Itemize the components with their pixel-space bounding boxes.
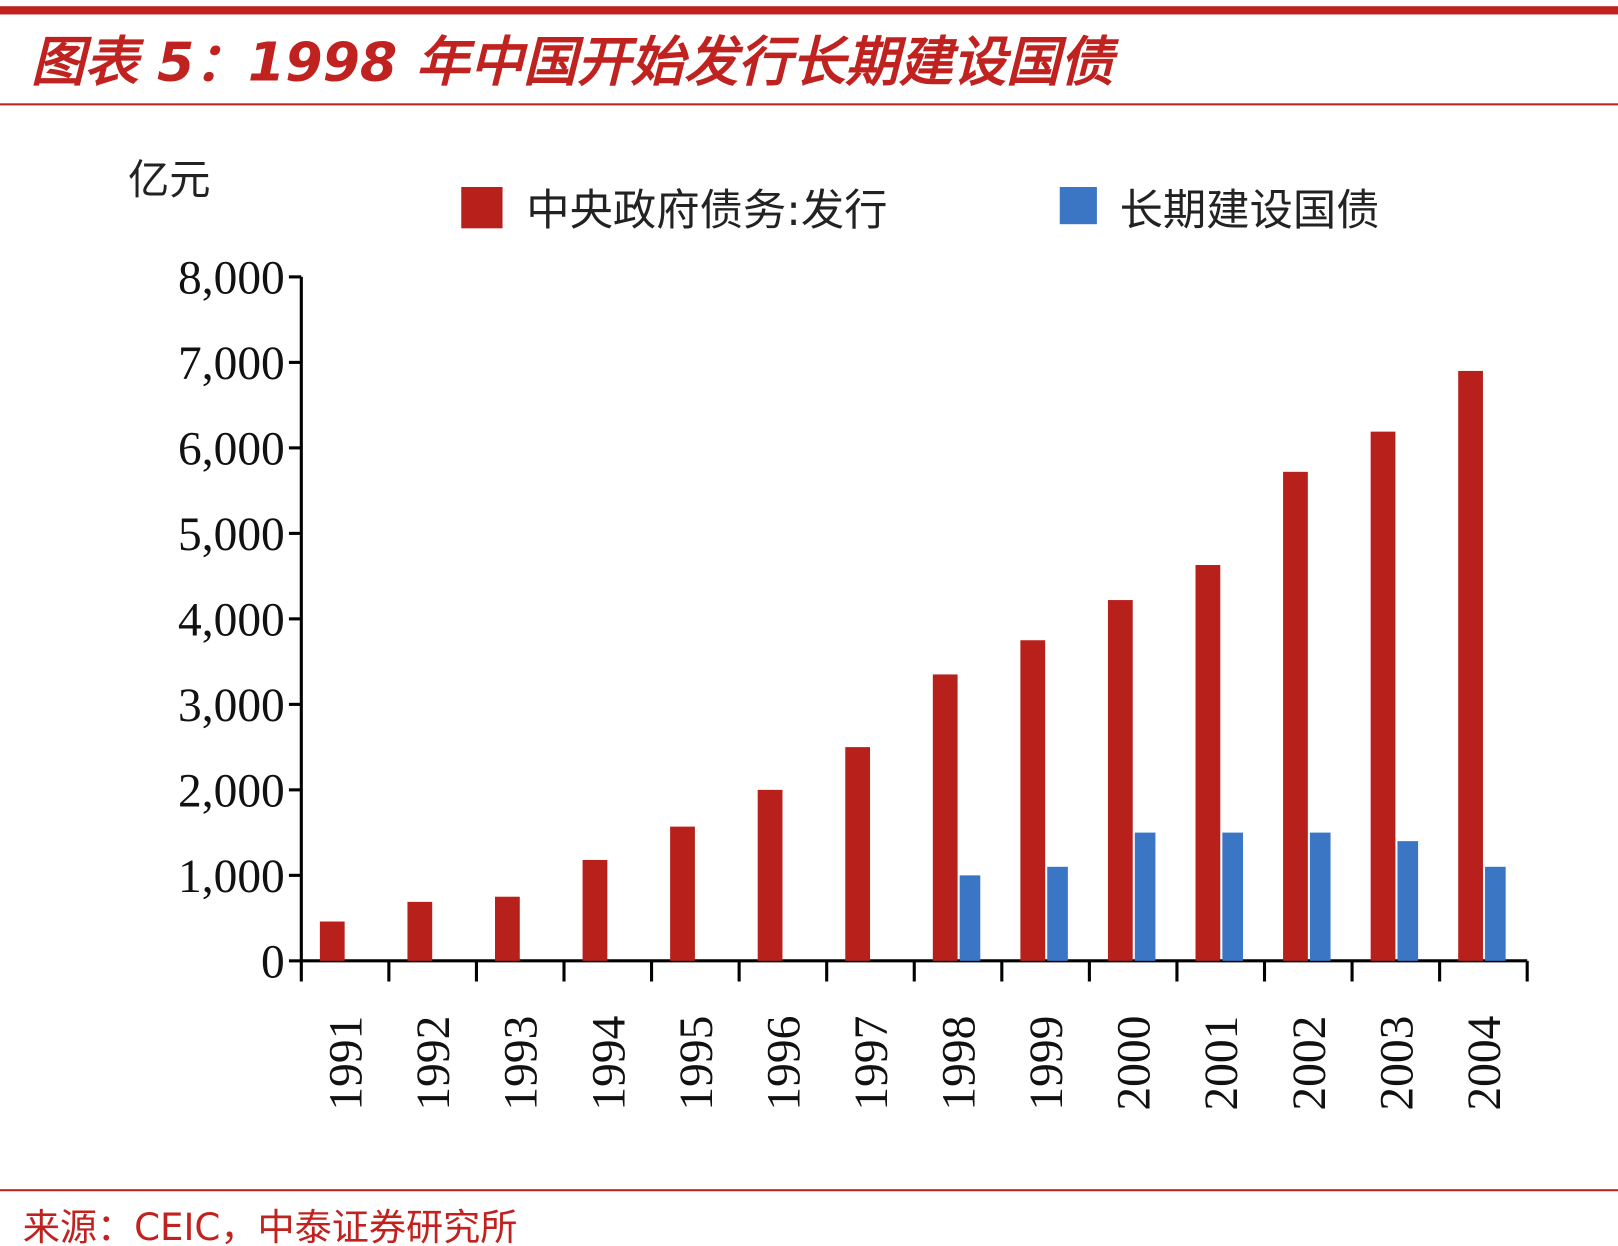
bar-construction-bond-2003: [1397, 841, 1419, 961]
y-tick-label: 4,000: [178, 594, 285, 646]
bar-construction-bond-1999: [1047, 866, 1068, 961]
bar-construction-bond-2000: [1134, 832, 1156, 961]
x-tick-label: 1999: [1021, 1016, 1073, 1111]
bar-construction-bond-1998: [959, 875, 981, 961]
x-tick-label: 1995: [671, 1016, 723, 1111]
x-tick-label: 1993: [496, 1016, 548, 1111]
y-tick-label: 2,000: [178, 765, 285, 817]
top-border: [0, 6, 1618, 15]
bar-central-debt-1996: [757, 789, 783, 961]
legend-label-construction-bond: 长期建设国债: [1120, 186, 1380, 236]
y-tick-label: 1,000: [178, 851, 285, 903]
y-tick-label: 0: [261, 936, 285, 988]
bar-central-debt-1993: [495, 896, 520, 961]
legend: 中央政府债务:发行 长期建设国债: [461, 186, 1380, 236]
title-divider: [0, 103, 1618, 106]
bar-central-debt-1997: [845, 747, 871, 961]
y-tick-label: 3,000: [178, 680, 285, 732]
x-tick-label: 1992: [408, 1016, 460, 1111]
bar-central-debt-1992: [407, 901, 433, 961]
bar-construction-bond-2002: [1309, 832, 1331, 961]
x-tick-label: 1991: [321, 1016, 373, 1111]
x-tick-label: 2000: [1109, 1016, 1161, 1111]
x-tick-label: 2002: [1284, 1016, 1336, 1111]
y-axis-unit: 亿元: [128, 156, 211, 204]
bar-central-debt-1994: [582, 859, 608, 961]
y-tick-label: 6,000: [178, 423, 285, 475]
bars: [319, 370, 1506, 961]
bar-central-debt-2002: [1283, 471, 1308, 961]
legend-swatch-red: [461, 187, 503, 229]
x-tick-label: 2001: [1196, 1016, 1248, 1111]
source-note: 来源：CEIC，中泰证券研究所: [23, 1205, 518, 1246]
chart-heading: 图表 5：1998 年中国开始发行长期建设国债: [31, 31, 1120, 94]
bar-central-debt-2001: [1195, 565, 1221, 961]
x-tick-label: 1994: [583, 1016, 635, 1111]
bar-construction-bond-2004: [1485, 866, 1506, 961]
y-tick-label: 5,000: [178, 509, 285, 561]
y-tick-label: 8,000: [178, 252, 285, 304]
axes: 0 1,000 2,000 3,000 4,000 5,000 6,000 7,000 8,00…: [178, 252, 1529, 1111]
bar-central-debt-1991: [319, 921, 345, 961]
bar-central-debt-2004: [1458, 370, 1483, 961]
x-tick-label: 2004: [1459, 1016, 1511, 1111]
legend-label-central-debt: 中央政府债务:发行: [526, 186, 887, 236]
bar-central-debt-2000: [1107, 600, 1133, 961]
y-tick-label: 7,000: [178, 338, 285, 390]
bar-central-debt-2003: [1370, 431, 1396, 961]
legend-swatch-blue: [1059, 187, 1097, 225]
bar-central-debt-1998: [932, 674, 958, 961]
footer-divider: [0, 1189, 1618, 1192]
bar-central-debt-1999: [1020, 640, 1046, 961]
x-tick-label: 1996: [758, 1016, 810, 1111]
bar-construction-bond-2001: [1222, 832, 1243, 961]
bar-central-debt-1995: [670, 826, 695, 961]
x-tick-label: 2003: [1371, 1016, 1423, 1111]
x-tick-label: 1997: [846, 1016, 898, 1111]
x-tick-label: 1998: [934, 1016, 986, 1111]
